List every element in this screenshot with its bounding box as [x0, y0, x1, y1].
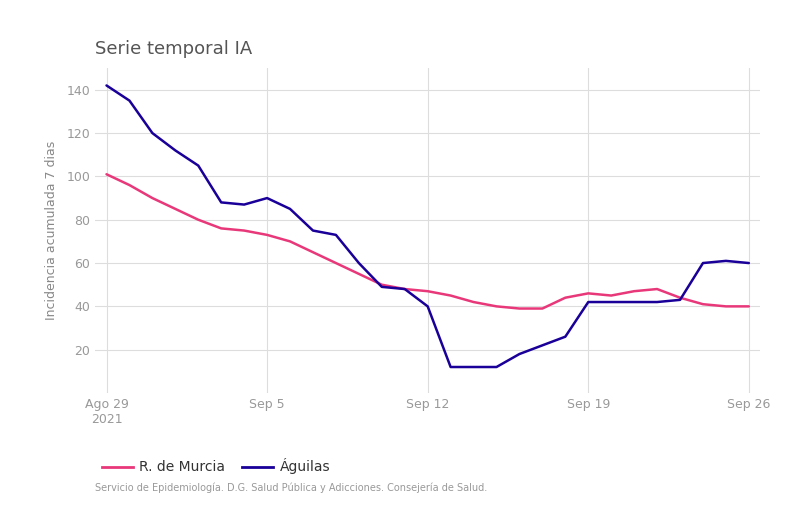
Águilas — [744, 260, 754, 266]
Text: Servicio de Epidemiología. D.G. Salud Pública y Adicciones. Consejería de Salud.: Servicio de Epidemiología. D.G. Salud Pú… — [95, 482, 487, 493]
R. de Murcia — [331, 260, 341, 266]
Águilas — [124, 97, 134, 104]
Águilas — [308, 227, 318, 234]
R. de Murcia — [699, 301, 708, 308]
R. de Murcia — [400, 286, 409, 292]
R. de Murcia — [561, 294, 570, 301]
R. de Murcia — [285, 238, 295, 245]
Legend: R. de Murcia, Águilas: R. de Murcia, Águilas — [102, 458, 330, 474]
Line: Águilas: Águilas — [106, 85, 749, 367]
Águilas — [216, 199, 226, 205]
R. de Murcia — [676, 294, 685, 301]
Águilas — [492, 364, 501, 370]
R. de Murcia — [492, 303, 501, 310]
R. de Murcia — [170, 206, 180, 212]
R. de Murcia — [538, 305, 547, 312]
Águilas — [469, 364, 478, 370]
Águilas — [147, 130, 157, 136]
Águilas — [354, 260, 364, 266]
Águilas — [170, 147, 180, 154]
Águilas — [515, 351, 524, 357]
Águilas — [561, 334, 570, 340]
Águilas — [262, 195, 272, 201]
R. de Murcia — [124, 182, 134, 188]
R. de Murcia — [354, 271, 364, 277]
R. de Murcia — [216, 225, 226, 232]
Y-axis label: Incidencia acumulada 7 dias: Incidencia acumulada 7 dias — [45, 141, 58, 320]
R. de Murcia — [101, 171, 111, 178]
Text: Serie temporal IA: Serie temporal IA — [95, 40, 253, 58]
R. de Murcia — [515, 305, 524, 312]
R. de Murcia — [377, 281, 386, 288]
Águilas — [285, 206, 295, 212]
R. de Murcia — [193, 216, 203, 223]
Águilas — [584, 299, 593, 305]
Águilas — [676, 297, 685, 303]
Águilas — [699, 260, 708, 266]
R. de Murcia — [653, 286, 662, 292]
R. de Murcia — [584, 290, 593, 297]
Águilas — [101, 82, 111, 89]
Águilas — [446, 364, 455, 370]
Águilas — [193, 162, 203, 169]
Águilas — [423, 303, 432, 310]
R. de Murcia — [446, 292, 455, 299]
R. de Murcia — [722, 303, 731, 310]
R. de Murcia — [744, 303, 754, 310]
Line: R. de Murcia: R. de Murcia — [106, 174, 749, 309]
Águilas — [377, 283, 386, 290]
Águilas — [331, 232, 341, 238]
Águilas — [722, 258, 731, 264]
R. de Murcia — [607, 292, 616, 299]
Águilas — [538, 342, 547, 348]
Águilas — [630, 299, 639, 305]
R. de Murcia — [423, 288, 432, 294]
Águilas — [239, 201, 249, 208]
R. de Murcia — [308, 249, 318, 255]
R. de Murcia — [147, 195, 157, 201]
Águilas — [653, 299, 662, 305]
R. de Murcia — [630, 288, 639, 294]
Águilas — [400, 286, 409, 292]
R. de Murcia — [239, 227, 249, 234]
R. de Murcia — [262, 232, 272, 238]
R. de Murcia — [469, 299, 478, 305]
Águilas — [607, 299, 616, 305]
